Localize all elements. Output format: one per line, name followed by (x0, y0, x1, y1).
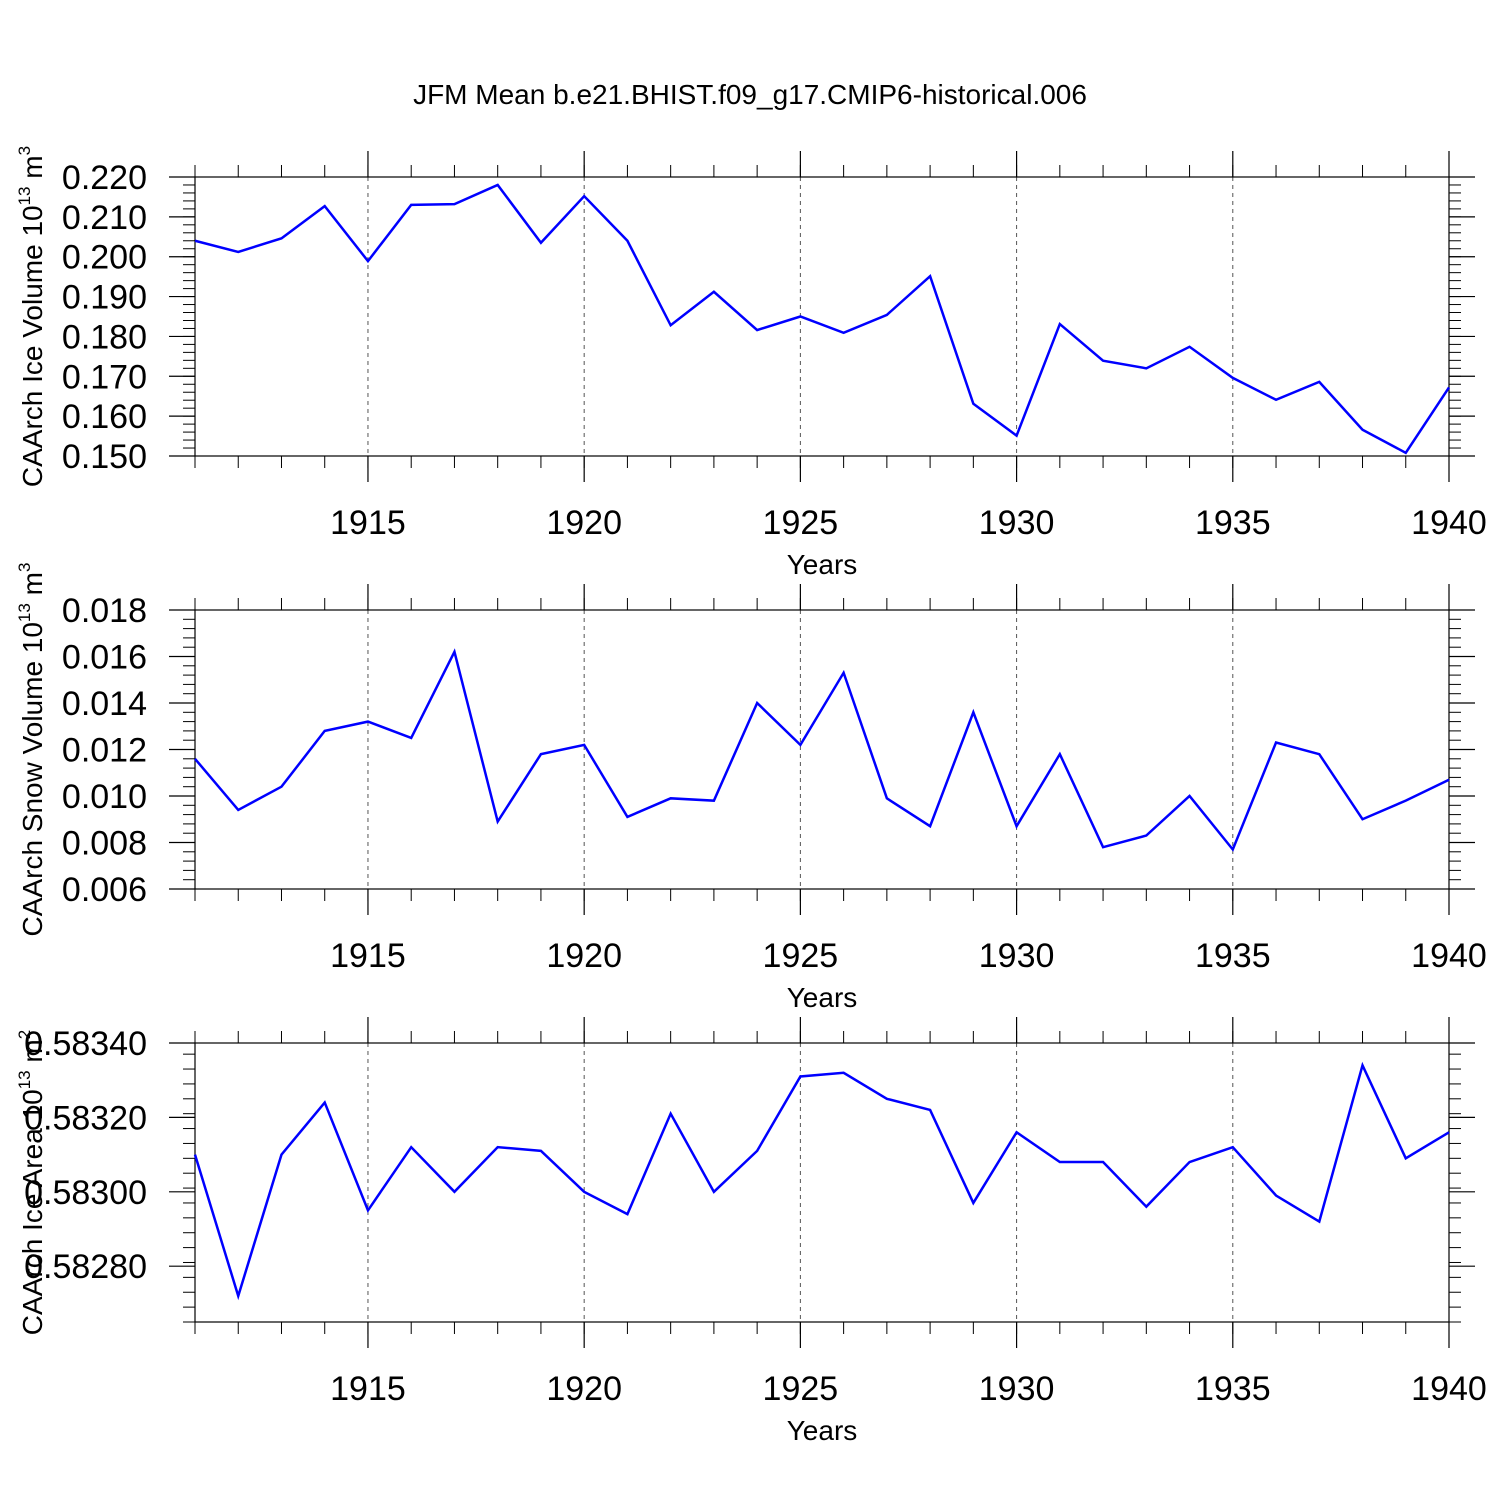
y-tick-label: 0.200 (62, 239, 147, 277)
x-tick-label: 1920 (546, 504, 622, 542)
y-tick-label: 0.170 (62, 358, 147, 396)
x-tick-label: 1935 (1195, 937, 1271, 975)
x-tick-label: 1930 (979, 937, 1055, 975)
plot-frame (194, 609, 1450, 890)
x-tick-label: 1930 (979, 1370, 1055, 1408)
x-tick-label: 1925 (763, 937, 839, 975)
main-title: JFM Mean b.e21.BHIST.f09_g17.CMIP6-histo… (413, 79, 1087, 110)
x-axis-label: Years (787, 1415, 858, 1446)
y-tick-label: 0.010 (62, 778, 147, 816)
y-axis-label: CAArch Ice Volume 1013 m3 (15, 146, 48, 487)
panel-1: 1915 1920 1925 1930 1935 19400.1500.1600.1700… (15, 146, 1487, 580)
panel-3: 1915 1920 1925 1930 1935 1940 0.58280 0.58300 0.… (15, 1017, 1487, 1446)
y-tick-label: 0.58280 (24, 1248, 147, 1286)
x-tick-label: 1940 (1411, 504, 1487, 542)
y-tick-label: 0.018 (62, 592, 147, 630)
y-tick-label: 0.58320 (24, 1099, 147, 1137)
x-tick-label: 1915 (330, 937, 406, 975)
x-axis-label: Years (787, 982, 858, 1013)
x-tick-label: 1915 (330, 1370, 406, 1408)
y-tick-label: 0.220 (62, 159, 147, 197)
y-tick-label: 0.58300 (24, 1174, 147, 1212)
panel-2: 1915 1920 1925 1930 1935 1940 0.006 0.008 0.010 0… (15, 563, 1487, 1013)
y-tick-label: 0.014 (62, 685, 147, 723)
x-tick-label: 1940 (1411, 1370, 1487, 1408)
x-tick-label: 1935 (1195, 1370, 1271, 1408)
x-tick-label: 1925 (763, 1370, 839, 1408)
y-tick-label: 0.150 (62, 438, 147, 476)
y-tick-label: 0.190 (62, 279, 147, 317)
x-tick-label: 1920 (546, 937, 622, 975)
x-axis-label: Years (787, 549, 858, 580)
y-tick-label: 0.008 (62, 825, 147, 863)
series-line (194, 648, 1450, 852)
y-tick-label: 0.58340 (24, 1025, 147, 1063)
x-tick-label: 1915 (330, 504, 406, 542)
y-axis-label: CAArch Snow Volume 1013 m3 (15, 563, 48, 937)
series-line (194, 183, 1451, 455)
y-axis-label: CAArch Ice Area 1013 m2 (15, 1030, 48, 1335)
y-tick-label: 0.160 (62, 398, 147, 436)
x-tick-label: 1925 (763, 504, 839, 542)
y-tick-label: 0.006 (62, 871, 147, 909)
y-tick-label: 0.012 (62, 732, 147, 770)
x-tick-label: 1920 (546, 1370, 622, 1408)
x-tick-label: 1935 (1195, 504, 1271, 542)
y-tick-label: 0.210 (62, 199, 147, 237)
plot-frame (194, 1042, 1450, 1323)
y-tick-label: 0.016 (62, 639, 147, 677)
x-tick-label: 1930 (979, 504, 1055, 542)
plot-frame (194, 176, 1450, 457)
x-tick-label: 1940 (1411, 937, 1487, 975)
y-tick-label: 0.180 (62, 318, 147, 356)
series-line (193, 1061, 1450, 1301)
